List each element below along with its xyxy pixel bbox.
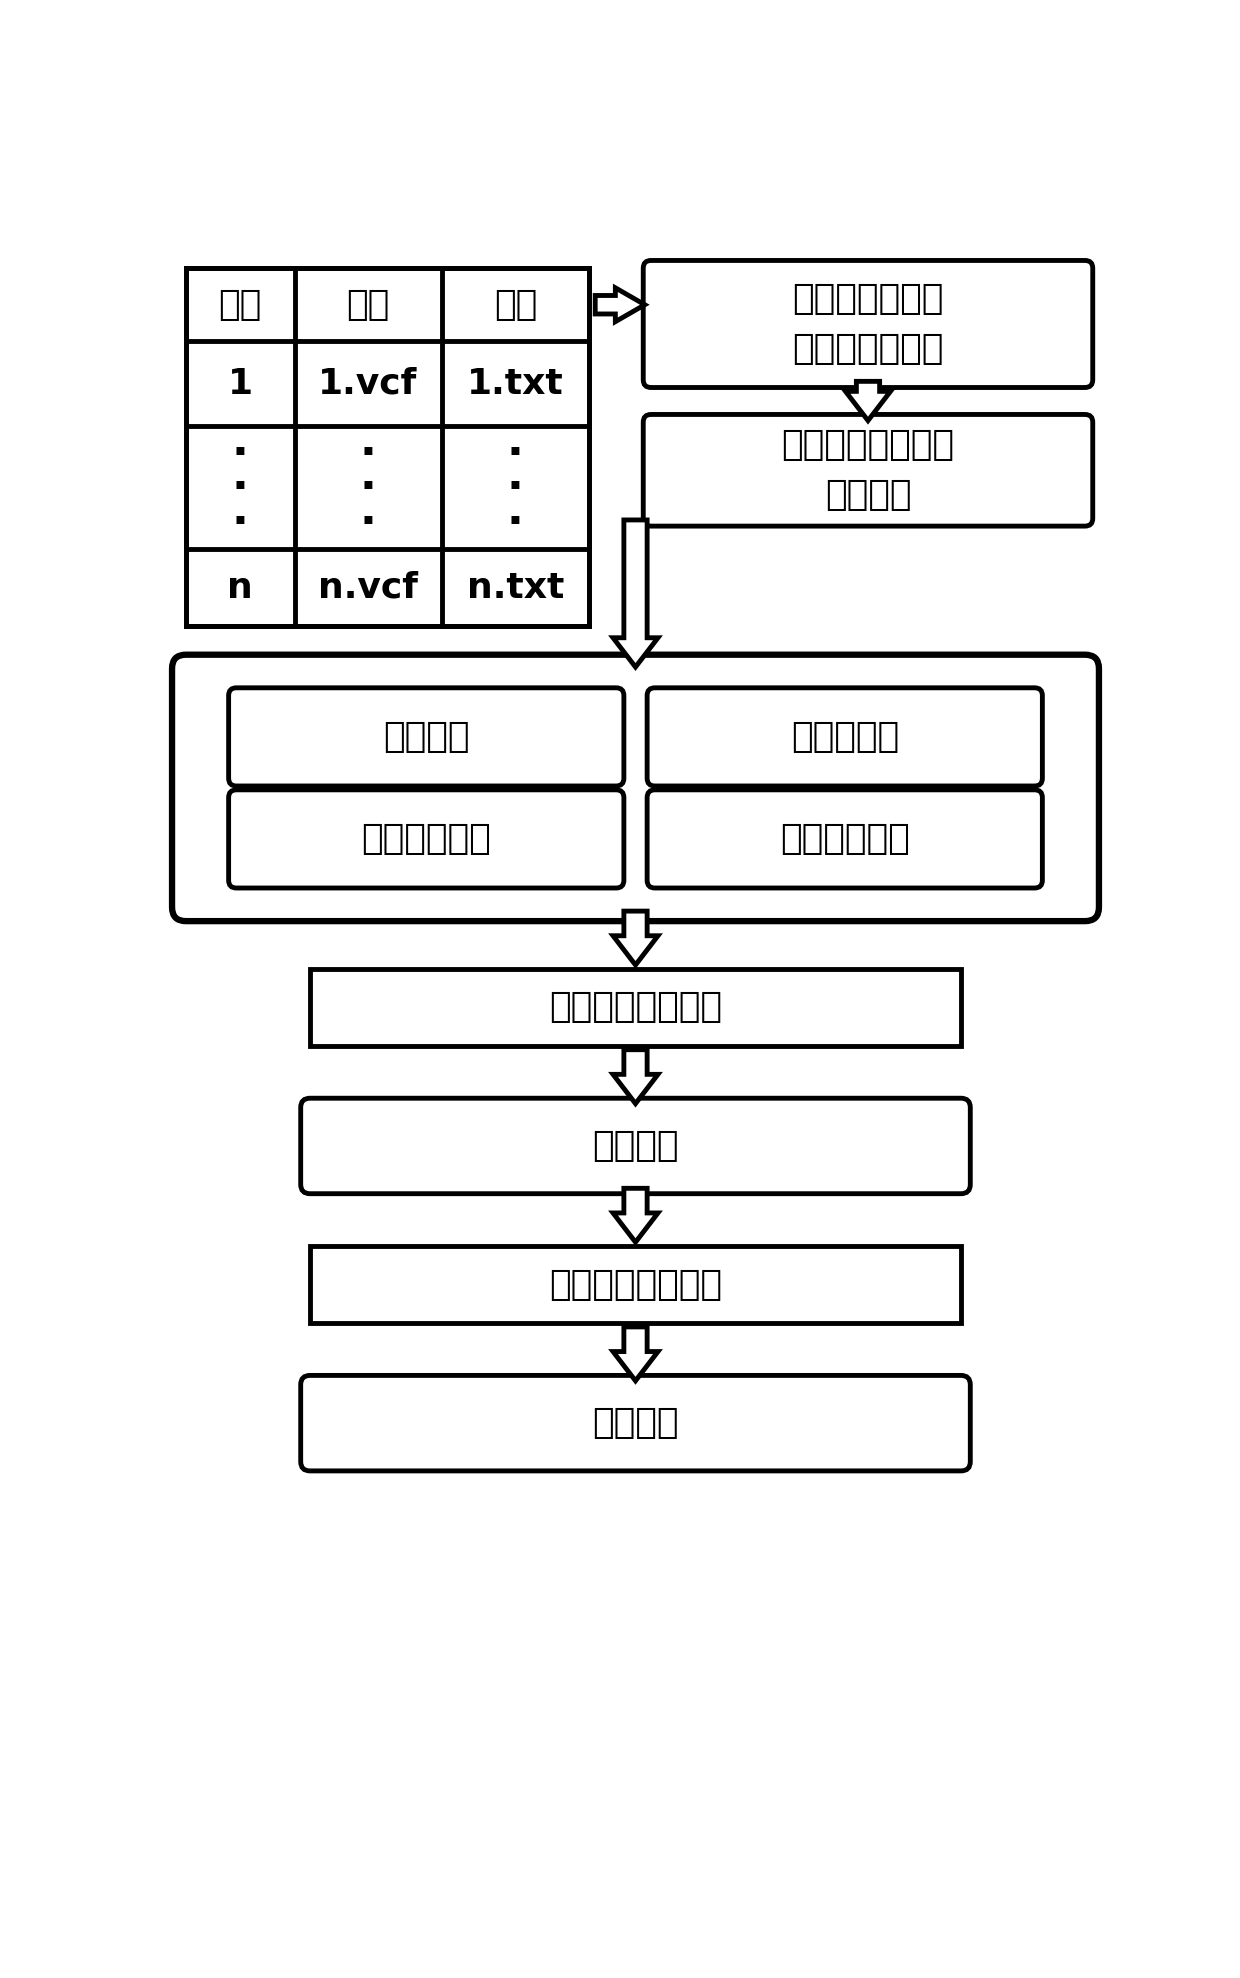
Text: 潜在致病变异挖掘: 潜在致病变异挖掘 (549, 991, 722, 1025)
Text: 注释: 注释 (494, 287, 537, 322)
Text: 潜在致病变异统计: 潜在致病变异统计 (549, 1268, 722, 1302)
Text: 外显子组测序数
据流程处理结果: 外显子组测序数 据流程处理结果 (792, 283, 944, 366)
Text: n.vcf: n.vcf (319, 572, 418, 605)
FancyBboxPatch shape (301, 1375, 971, 1472)
Text: ·: · (507, 431, 523, 475)
Polygon shape (613, 912, 658, 965)
Text: ·: · (360, 431, 377, 475)
FancyBboxPatch shape (310, 1246, 961, 1323)
Text: ·: · (507, 467, 523, 508)
Text: 样本: 样本 (218, 287, 262, 322)
Polygon shape (613, 520, 658, 667)
FancyBboxPatch shape (647, 688, 1043, 785)
Text: 变异频率矩阵: 变异频率矩阵 (361, 823, 491, 856)
FancyBboxPatch shape (647, 789, 1043, 888)
Text: 基因型矩阵: 基因型矩阵 (791, 720, 899, 754)
FancyBboxPatch shape (228, 688, 624, 785)
FancyBboxPatch shape (172, 655, 1099, 922)
FancyBboxPatch shape (644, 261, 1092, 388)
Text: 1.txt: 1.txt (467, 366, 564, 402)
FancyBboxPatch shape (644, 415, 1092, 526)
Polygon shape (613, 1050, 658, 1104)
Text: 变异: 变异 (346, 287, 389, 322)
Text: 1: 1 (228, 366, 253, 402)
Text: n.txt: n.txt (466, 572, 564, 605)
Text: ·: · (360, 500, 377, 544)
Text: ·: · (232, 467, 249, 508)
Text: ·: · (232, 500, 249, 544)
Text: ·: · (507, 500, 523, 544)
Text: 变异列表: 变异列表 (593, 1129, 678, 1163)
Bar (186, 269, 589, 627)
Text: ·: · (360, 467, 377, 508)
Text: ·: · (232, 431, 249, 475)
Text: 统计图表: 统计图表 (593, 1406, 678, 1440)
Text: n: n (227, 572, 253, 605)
Text: 注释矩阵: 注释矩阵 (383, 720, 470, 754)
Polygon shape (846, 382, 890, 421)
Polygon shape (595, 287, 645, 322)
FancyBboxPatch shape (228, 789, 624, 888)
Polygon shape (613, 1327, 658, 1381)
FancyBboxPatch shape (301, 1098, 971, 1193)
FancyBboxPatch shape (310, 969, 961, 1046)
Polygon shape (613, 1189, 658, 1242)
Text: 测序深度矩阵: 测序深度矩阵 (780, 823, 910, 856)
Text: 1.vcf: 1.vcf (319, 366, 418, 402)
Text: 数据合并、分割、
功能过滤: 数据合并、分割、 功能过滤 (781, 427, 955, 512)
